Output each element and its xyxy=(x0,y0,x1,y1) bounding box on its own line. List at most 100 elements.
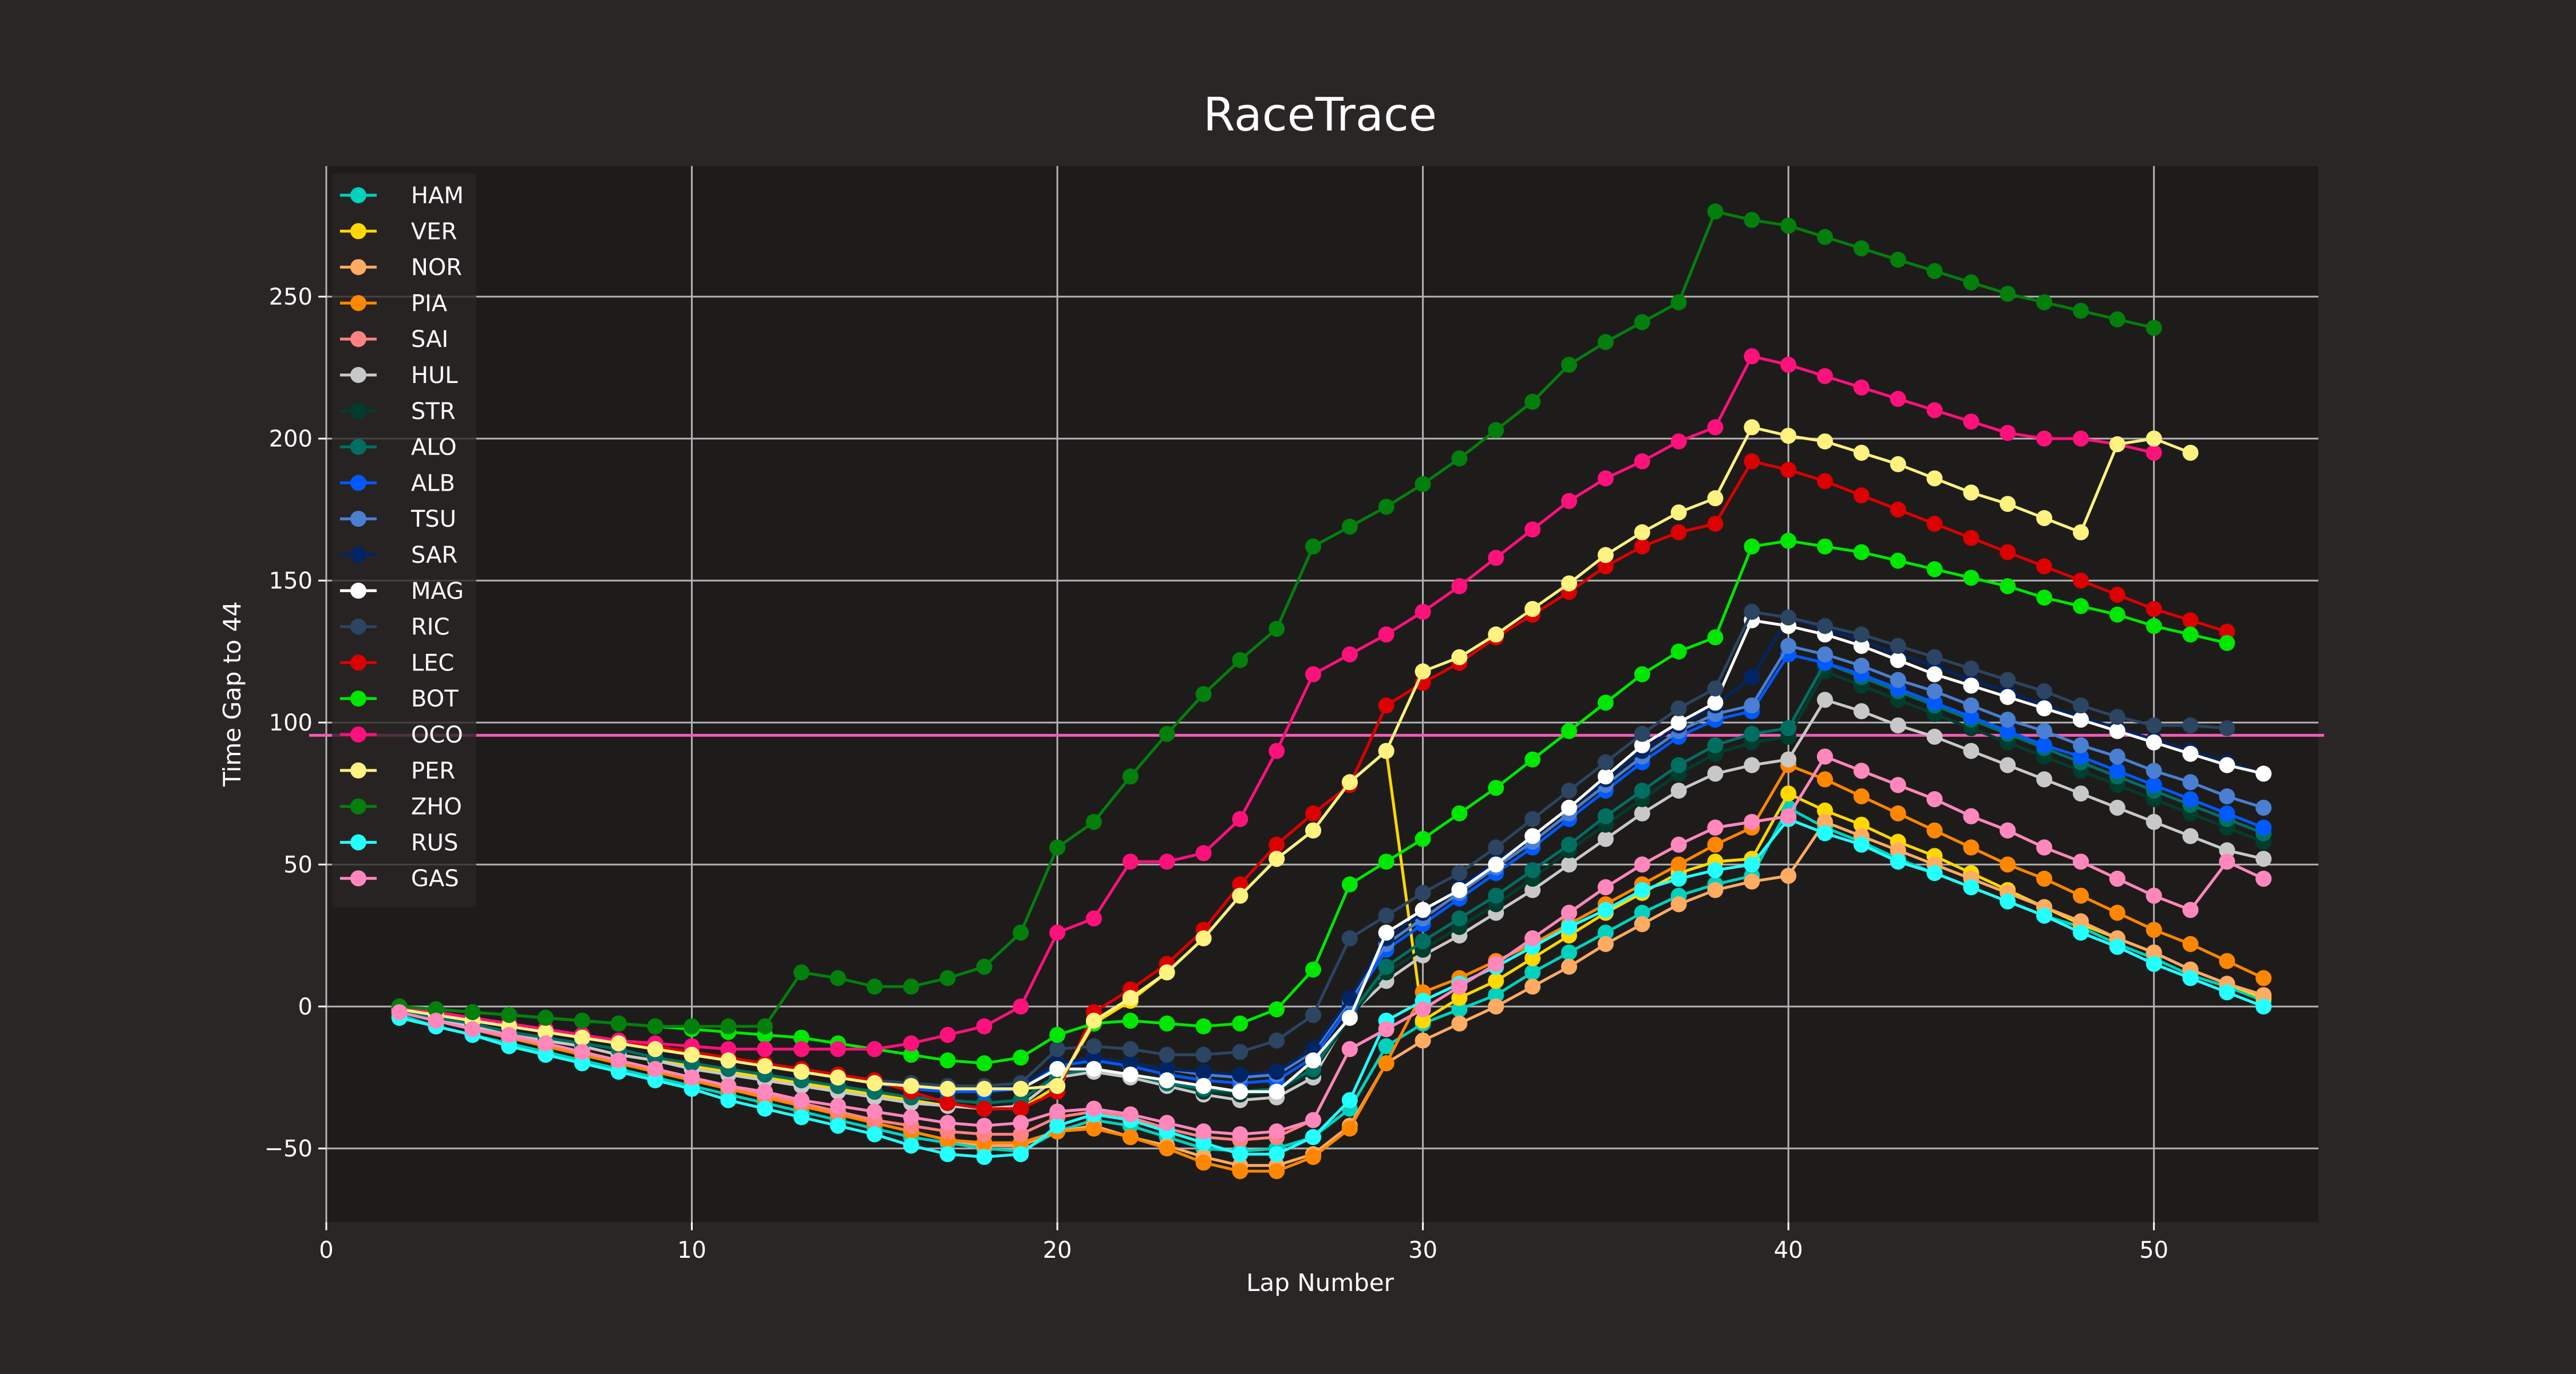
data-point xyxy=(2146,431,2162,447)
data-point xyxy=(1341,646,1358,663)
data-point xyxy=(2146,922,2162,938)
data-point xyxy=(1561,836,1577,853)
legend-label: LEC xyxy=(411,650,455,676)
data-point xyxy=(2182,828,2199,844)
data-point xyxy=(1378,499,1394,515)
data-point xyxy=(1305,822,1321,839)
data-point xyxy=(829,1069,846,1086)
data-point xyxy=(2000,672,2016,688)
legend-item-per: PER xyxy=(340,758,455,784)
data-point xyxy=(1597,831,1614,847)
data-point xyxy=(2109,799,2125,816)
data-point xyxy=(2146,887,2162,904)
legend-label: NOR xyxy=(411,255,462,281)
legend-item-pia: PIA xyxy=(340,290,448,317)
data-point xyxy=(757,1041,773,1057)
data-point xyxy=(1305,1129,1321,1146)
data-point xyxy=(1415,1012,1431,1029)
data-point xyxy=(1085,1049,1102,1066)
data-point xyxy=(1524,978,1541,995)
data-point xyxy=(1707,629,1724,646)
data-point xyxy=(538,1024,554,1040)
data-point xyxy=(1744,873,1760,890)
legend-label: SAI xyxy=(411,326,448,353)
legend-label: SAR xyxy=(411,542,457,568)
data-point xyxy=(1122,990,1139,1006)
data-point xyxy=(1634,737,1650,753)
data-point xyxy=(610,1015,627,1032)
data-point xyxy=(2036,723,2053,739)
legend-item-sar: SAR xyxy=(340,542,457,568)
data-point xyxy=(2109,763,2125,779)
data-point xyxy=(1122,1067,1139,1083)
data-point xyxy=(1707,203,1724,220)
data-point xyxy=(1378,1038,1394,1055)
data-point xyxy=(1780,808,1797,824)
data-point xyxy=(610,1064,627,1080)
data-point xyxy=(903,1109,919,1126)
data-point xyxy=(1597,694,1614,711)
data-point xyxy=(1269,836,1285,853)
data-point xyxy=(1817,771,1833,788)
data-point xyxy=(1634,453,1650,469)
data-point xyxy=(2036,683,2053,700)
data-point xyxy=(1159,725,1175,742)
legend-marker xyxy=(350,259,366,275)
data-point xyxy=(1780,461,1797,478)
data-point xyxy=(1853,626,1870,643)
data-point xyxy=(2000,496,2016,512)
data-point xyxy=(1597,925,1614,941)
series-line-alo xyxy=(399,661,2265,1105)
legend-marker xyxy=(350,798,366,815)
data-point xyxy=(1926,822,1943,839)
y-tick-label: 0 xyxy=(298,994,313,1020)
data-point xyxy=(1305,1052,1321,1069)
data-point xyxy=(1561,723,1577,739)
data-point xyxy=(1670,433,1687,450)
data-point xyxy=(939,1115,956,1131)
data-point xyxy=(1232,1083,1249,1100)
data-point xyxy=(1305,1041,1321,1057)
data-point xyxy=(2146,763,2162,779)
data-point xyxy=(1561,905,1577,921)
data-point xyxy=(2073,431,2089,447)
data-point xyxy=(1707,490,1724,507)
data-point xyxy=(793,964,810,981)
data-point xyxy=(757,1083,773,1100)
data-point xyxy=(939,1026,956,1043)
data-point xyxy=(2255,987,2272,1004)
data-point xyxy=(1780,532,1797,549)
data-point xyxy=(1926,649,1943,665)
data-point xyxy=(2146,734,2162,751)
data-point xyxy=(1195,1018,1212,1035)
data-point xyxy=(1817,825,1833,842)
data-point xyxy=(1817,229,1833,245)
data-point xyxy=(2036,870,2053,887)
data-point xyxy=(1817,748,1833,765)
data-point xyxy=(1269,1083,1285,1100)
data-point xyxy=(829,1041,846,1057)
data-point xyxy=(1085,1120,1102,1137)
data-point xyxy=(1561,575,1577,592)
data-point xyxy=(1561,856,1577,873)
data-point xyxy=(903,1077,919,1094)
data-point xyxy=(1597,768,1614,785)
data-point xyxy=(2182,717,2199,734)
data-point xyxy=(2255,851,2272,867)
legend-item-sai: SAI xyxy=(340,326,448,353)
data-point xyxy=(1561,493,1577,510)
data-point xyxy=(1890,842,1906,859)
data-point xyxy=(903,1035,919,1052)
data-point xyxy=(1451,865,1468,881)
data-point xyxy=(1634,783,1650,799)
y-tick-label: 200 xyxy=(269,426,313,452)
data-point xyxy=(757,1100,773,1117)
data-point xyxy=(1524,751,1541,768)
data-point xyxy=(683,1069,700,1086)
data-point xyxy=(2182,902,2199,918)
data-point xyxy=(1013,1126,1029,1143)
data-point xyxy=(2000,425,2016,441)
data-point xyxy=(1561,799,1577,816)
legend-label: ZHO xyxy=(411,794,462,820)
data-point xyxy=(1122,1055,1139,1072)
